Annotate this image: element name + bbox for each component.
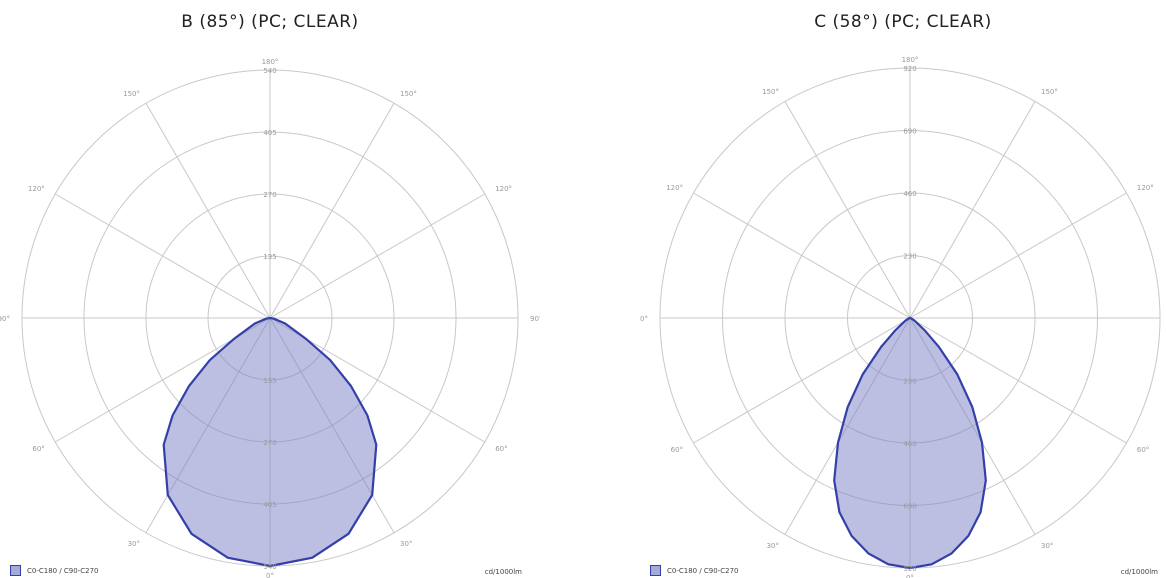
grid-spoke	[269, 193, 486, 319]
legend: C0-C180 / C90-C270	[10, 565, 99, 576]
ring-label: 690	[903, 128, 916, 136]
grid-spoke	[145, 102, 271, 319]
angle-label: 150°	[123, 90, 140, 98]
grid-spoke	[54, 193, 271, 319]
angle-label: 30°	[767, 542, 779, 550]
angle-label: 90°	[640, 315, 648, 323]
angle-label: 30°	[400, 540, 412, 548]
ring-label: 690	[903, 503, 916, 511]
series-curve	[833, 316, 987, 570]
angle-label: 120°	[1137, 184, 1154, 192]
ring-label: 230	[903, 378, 916, 386]
angle-label: 120°	[495, 185, 512, 193]
legend-swatch	[650, 565, 661, 576]
unit-label: cd/1000lm	[484, 568, 522, 576]
chart-title: C (58°) (PC; CLEAR)	[814, 12, 992, 32]
grid-spoke	[909, 317, 1127, 444]
angle-label: 90°	[530, 315, 540, 323]
angle-label: 120°	[666, 184, 683, 192]
angle-label: 150°	[400, 90, 417, 98]
ring-label: 270	[263, 191, 276, 199]
grid-spoke	[909, 192, 1127, 319]
angle-label: 60°	[1137, 446, 1149, 454]
angle-label: 90°	[0, 315, 10, 323]
series-curve	[162, 316, 378, 568]
legend-label: C0-C180 / C90-C270	[667, 566, 739, 575]
angle-label: 150°	[1041, 88, 1058, 96]
angle-label: 150°	[762, 88, 779, 96]
ring-label: 270	[263, 439, 276, 447]
ring-label: 920	[903, 65, 916, 73]
ring-label: 460	[903, 190, 916, 198]
grid-spoke	[909, 101, 1036, 319]
grid-spoke	[269, 102, 395, 319]
angle-label: 60°	[671, 446, 683, 454]
polar-chart-b: B (85°) (PC; CLEAR) 135 135 270 270 405 405 54…	[0, 0, 540, 578]
grid-spoke	[693, 192, 911, 319]
legend-label: C0-C180 / C90-C270	[27, 566, 99, 575]
ring-label: 460	[903, 440, 916, 448]
ring-label: 920	[903, 565, 916, 573]
ring-label: 540	[263, 563, 276, 571]
angle-label: 0°	[266, 572, 274, 578]
ring-label: 405	[263, 501, 276, 509]
angle-label: 180°	[262, 58, 279, 66]
ring-label: 135	[263, 253, 276, 261]
angle-label: 60°	[495, 445, 507, 453]
angle-label: 0°	[906, 574, 914, 578]
ring-label: 230	[903, 253, 916, 261]
angle-label: 60°	[32, 445, 44, 453]
angle-label: 30°	[128, 540, 140, 548]
ring-label: 540	[263, 67, 276, 75]
angle-label: 30°	[1041, 542, 1053, 550]
polar-chart-c: C (58°) (PC; CLEAR) 230 230 460 460 690 690 92…	[640, 0, 1166, 578]
grid-spoke	[784, 101, 911, 319]
angle-label: 180°	[902, 56, 919, 64]
legend: C0-C180 / C90-C270	[650, 565, 739, 576]
unit-label: cd/1000lm	[1120, 568, 1158, 576]
chart-title: B (85°) (PC; CLEAR)	[181, 12, 359, 32]
angle-label: 120°	[28, 185, 45, 193]
legend-swatch	[10, 565, 21, 576]
ring-label: 135	[263, 377, 276, 385]
ring-label: 405	[263, 129, 276, 137]
grid-spoke	[693, 317, 911, 444]
